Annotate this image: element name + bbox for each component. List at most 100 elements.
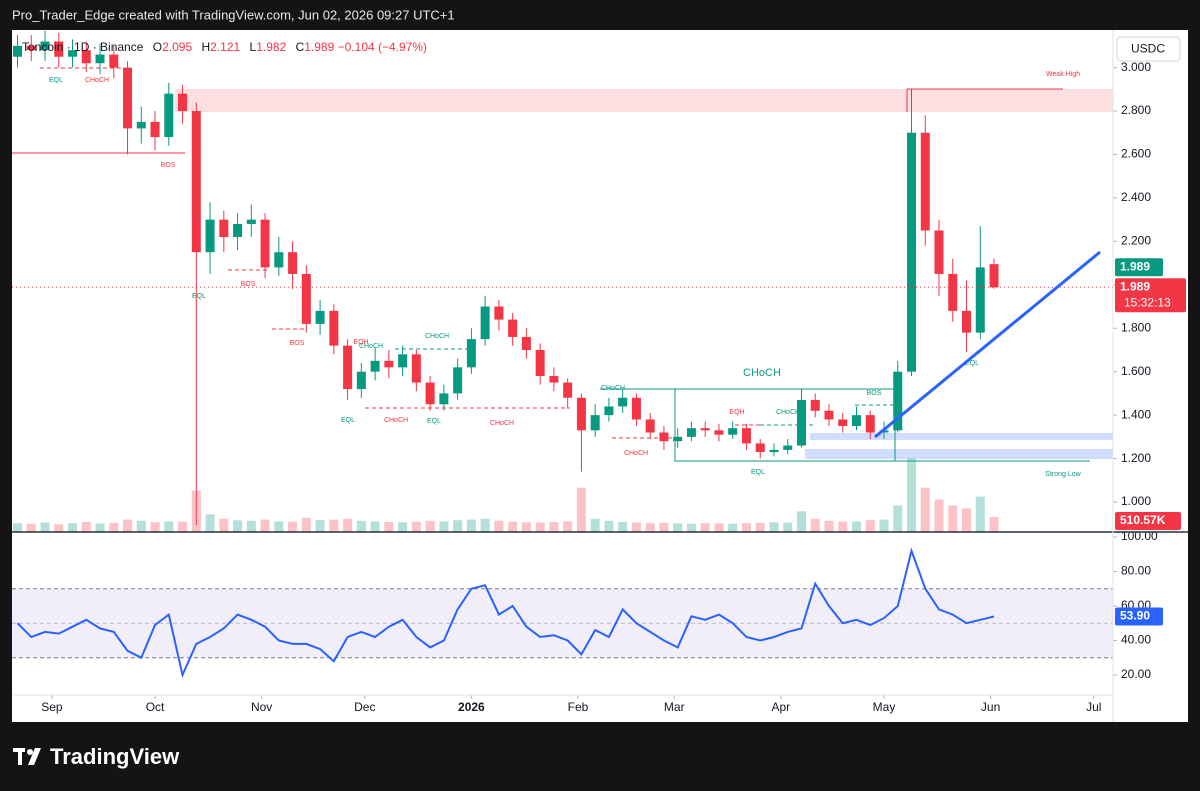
candle-body [563,382,573,398]
structure-label: CHoCH [624,450,648,457]
candle-body [989,264,999,288]
volume-bar [246,520,256,532]
price-tick-label: 1.000 [1121,494,1151,508]
time-tick-label: Oct [146,700,165,714]
volume-bar [783,522,793,532]
candle-body [439,393,449,405]
volume-bar [384,521,394,532]
candle-body [741,428,751,444]
volume-bar [81,521,91,532]
volume-bar [40,522,50,532]
time-tick-label: Apr [771,700,790,714]
structure-label: EQL [192,293,206,300]
structure-label: EQL [427,418,441,425]
candle-body [150,121,160,138]
volume-label-box [1115,512,1181,530]
structure-label: CHoCH [601,385,625,392]
volume-bar [466,519,476,532]
ohlc-value: 1.989 [304,40,335,54]
volume-bar [549,521,559,532]
ohlc-value: 2.121 [210,40,241,54]
volume-bar [178,521,188,532]
rsi-tick-label: 40.00 [1121,633,1151,647]
volume-bar [109,522,119,532]
volume-bar [439,521,449,532]
candle-body [26,45,36,51]
volume-bar [769,522,779,532]
structure-label: CHoCH [743,367,781,379]
volume-bar [810,518,820,532]
time-tick-label: May [873,700,896,714]
rsi-tick-label: 80.00 [1121,564,1151,578]
price-label: 1.989 [1120,259,1150,273]
time-tick-label: Feb [568,700,589,714]
ohlc-letter: L [249,40,257,54]
price-tick-label: 3.000 [1121,60,1151,74]
candle-body [40,41,50,51]
time-tick-label: Sep [41,700,63,714]
volume-bar [164,521,174,532]
rsi-line [16,547,995,679]
price-tick-label: 1.200 [1121,451,1151,465]
structure-label: CHoCH [384,417,408,424]
structure-lines [40,67,895,439]
ohlc-letter: H [201,40,211,54]
candle-body [81,50,91,64]
candle-body [68,50,78,57]
volume-bar [824,520,834,532]
volume-bar [205,514,215,532]
legend: Toncoin · 1D · Binance O2.095 H2.121 L1.… [22,40,427,54]
volume-bar [26,523,36,532]
candle-body [425,382,435,405]
volume-bar [604,520,614,532]
structure-label: EQL [49,77,63,84]
candle-body [521,336,531,350]
candle-body [453,367,463,394]
volume-bar [95,523,105,532]
candle-body [494,306,504,320]
logo [13,748,41,765]
candle-body [246,219,256,224]
volume-bar [590,518,600,532]
volume-bar [494,520,504,532]
volume-bar [755,522,765,532]
structure-label: EQL [965,360,979,367]
candle-body [686,428,696,437]
candle-body [810,399,820,411]
volume-bar [123,519,133,532]
volume-bar [975,496,985,532]
volume-bar [893,505,903,532]
volume-bar [370,521,380,532]
structure-label: BOS [161,162,176,169]
structure-label: CHoCH [490,420,514,427]
structure-label: Strong Low [1045,471,1081,478]
volume-bar [356,520,366,532]
candle-body [838,419,848,426]
candle-body [233,223,243,238]
candle-body [315,310,325,324]
volume-bar [618,521,628,532]
candle-body [962,310,972,333]
candle-body [659,432,669,442]
candle-body [783,445,793,450]
volume-bar [631,522,641,532]
volume-bar [907,458,917,532]
structure-label: Weak High [1046,71,1080,78]
structure-label: EQL [751,469,765,476]
structure-label: EQL [341,417,355,424]
volume-bar [879,519,889,532]
candle-body [631,397,641,420]
rsi-tick-label: 20.00 [1121,667,1151,681]
candle-body [219,219,229,238]
volume-bar [411,521,421,532]
currency[interactable]: USDC [1131,42,1165,56]
candle-body [755,443,765,453]
candle-body [370,360,380,372]
candle-body [398,354,408,368]
price-tick-label: 2.800 [1121,103,1151,117]
volume-bar [315,520,325,532]
currency-button[interactable] [1116,36,1181,62]
candle-body [260,219,270,268]
volume-bar [13,523,23,532]
